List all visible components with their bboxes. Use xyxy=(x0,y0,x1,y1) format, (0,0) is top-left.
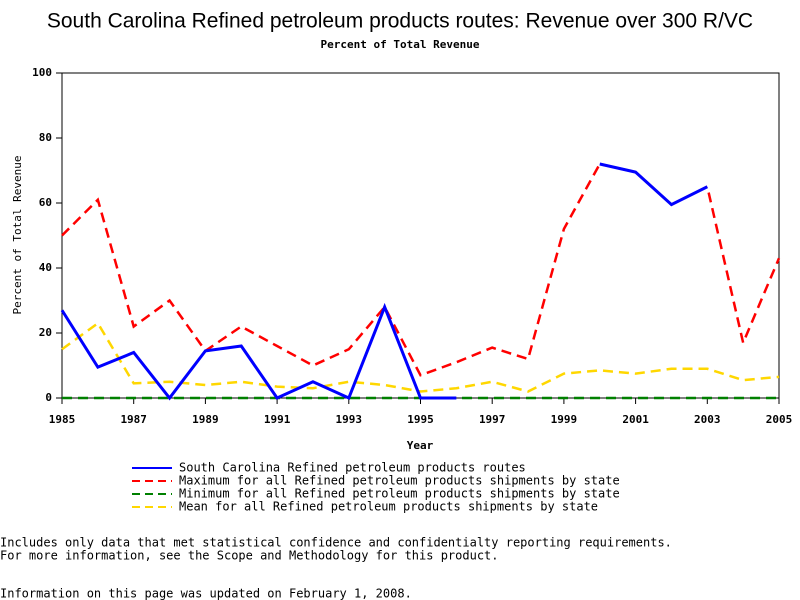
series-line xyxy=(61,321,780,393)
x-tick-label: 1989 xyxy=(192,413,219,426)
x-tick-label: 1993 xyxy=(336,413,363,426)
x-tick-label: 2003 xyxy=(694,413,721,426)
y-tick-label: 100 xyxy=(32,66,52,79)
legend-label: Maximum for all Refined petroleum produc… xyxy=(179,474,620,488)
footnote: Information on this page was updated on … xyxy=(0,587,412,600)
y-axis-label: Percent of Total Revenue xyxy=(11,156,24,315)
plot-frame xyxy=(61,72,780,399)
chart-title: South Carolina Refined petroleum product… xyxy=(47,10,753,33)
y-tick-label: 20 xyxy=(39,326,52,339)
x-tick-label: 1991 xyxy=(264,413,291,426)
legend-label: Mean for all Refined petroleum products … xyxy=(179,500,598,514)
x-tick-label: 2001 xyxy=(622,413,649,426)
x-tick-label: 1997 xyxy=(479,413,506,426)
y-tick-label: 80 xyxy=(39,131,52,144)
x-axis-label: Year xyxy=(407,439,434,452)
y-tick-label: 0 xyxy=(45,391,52,404)
chart-subtitle: Percent of Total Revenue xyxy=(321,38,480,51)
x-tick-label: 2005 xyxy=(766,413,793,426)
x-tick-label: 1995 xyxy=(407,413,434,426)
footnote: For more information, see the Scope and … xyxy=(0,549,499,563)
x-tick-label: 1999 xyxy=(551,413,578,426)
series-line xyxy=(60,162,708,401)
x-tick-label: 1987 xyxy=(120,413,147,426)
y-tick-label: 40 xyxy=(39,261,52,274)
legend-label: South Carolina Refined petroleum product… xyxy=(179,461,526,475)
legend-label: Minimum for all Refined petroleum produc… xyxy=(179,487,620,501)
series-line xyxy=(61,162,781,377)
y-tick-label: 60 xyxy=(39,196,52,209)
footnote: Includes only data that met statistical … xyxy=(0,536,672,550)
x-tick-label: 1985 xyxy=(49,413,76,426)
